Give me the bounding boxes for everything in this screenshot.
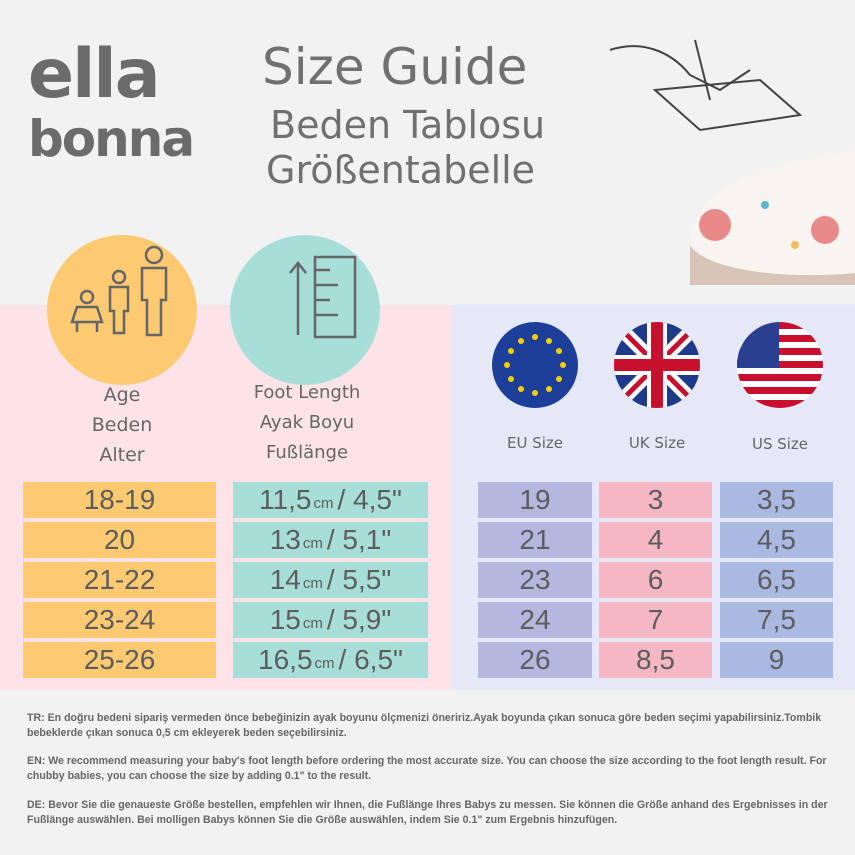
slash: / bbox=[337, 484, 346, 515]
title-en: Size Guide bbox=[262, 38, 528, 96]
age-value: 21-22 bbox=[83, 564, 156, 595]
uk-size-cell: 3 bbox=[599, 482, 712, 518]
eu-size-cell: 23 bbox=[478, 562, 592, 598]
note-de: DE: Bevor Sie die genaueste Größe bestel… bbox=[27, 799, 828, 826]
cm-value: 13 bbox=[269, 524, 301, 555]
age-value: 25-26 bbox=[83, 644, 156, 675]
uk-value: 4 bbox=[647, 524, 664, 555]
us-flag-icon bbox=[737, 322, 823, 408]
age-cell: 25-26 bbox=[23, 642, 216, 678]
us-value: 9 bbox=[768, 644, 785, 675]
age-circle bbox=[47, 235, 197, 385]
foot-header: Foot Length Ayak Boyu Fußlänge bbox=[207, 378, 407, 468]
eu-value: 21 bbox=[519, 524, 551, 555]
age-cell: 21-22 bbox=[23, 562, 216, 598]
logo-bonna: bonna bbox=[28, 110, 195, 168]
uk-flag-icon bbox=[614, 322, 700, 408]
age-header-de: Alter bbox=[99, 444, 145, 466]
inch-value: 4,5" bbox=[353, 484, 402, 515]
us-size-cell: 3,5 bbox=[720, 482, 833, 518]
us-value: 3,5 bbox=[757, 484, 796, 515]
eu-value: 19 bbox=[519, 484, 551, 515]
foot-length-cell: 16,5 cm/ 6,5" bbox=[233, 642, 428, 678]
inch-value: 5,5" bbox=[342, 564, 392, 595]
cm-unit: cm bbox=[302, 535, 323, 552]
age-cell: 23-24 bbox=[23, 602, 216, 638]
eu-size-cell: 26 bbox=[478, 642, 592, 678]
slash: / bbox=[338, 644, 347, 675]
us-size-cell: 6,5 bbox=[720, 562, 833, 598]
shoe-image bbox=[690, 150, 855, 285]
uk-value: 3 bbox=[647, 484, 664, 515]
uk-size-header: UK Size bbox=[628, 434, 686, 452]
us-value: 4,5 bbox=[757, 524, 796, 555]
eu-size-cell: 24 bbox=[478, 602, 592, 638]
age-header-en: Age bbox=[103, 384, 141, 406]
cm-value: 15 bbox=[269, 604, 301, 635]
age-header: Age Beden Alter bbox=[22, 380, 222, 470]
cm-unit: cm bbox=[314, 655, 335, 672]
cm-value: 11,5 bbox=[259, 484, 312, 515]
uk-size-cell: 7 bbox=[599, 602, 712, 638]
slash: / bbox=[326, 524, 335, 555]
uk-value: 8,5 bbox=[636, 644, 675, 675]
eu-size-cell: 21 bbox=[478, 522, 592, 558]
foot-measure-illustration bbox=[609, 39, 803, 132]
foot-length-circle bbox=[230, 235, 380, 385]
slash: / bbox=[326, 564, 335, 595]
eu-size-header: EU Size bbox=[506, 434, 563, 452]
cm-unit: cm bbox=[302, 615, 323, 632]
inch-value: 5,9" bbox=[342, 604, 392, 635]
ruler-icon bbox=[289, 255, 357, 339]
eu-value: 26 bbox=[519, 644, 551, 675]
note-en: EN: We recommend measuring your baby's f… bbox=[27, 755, 827, 782]
inch-value: 5,1" bbox=[342, 524, 392, 555]
age-cell: 18-19 bbox=[23, 482, 216, 518]
foot-header-de: Fußlänge bbox=[265, 442, 349, 463]
cm-value: 14 bbox=[269, 564, 301, 595]
age-value: 23-24 bbox=[83, 604, 156, 635]
age-header-tr: Beden bbox=[91, 414, 153, 436]
uk-size-cell: 6 bbox=[599, 562, 712, 598]
eu-value: 23 bbox=[519, 564, 551, 595]
age-value: 20 bbox=[103, 524, 136, 555]
uk-size-cell: 4 bbox=[599, 522, 712, 558]
eu-size-cell: 19 bbox=[478, 482, 592, 518]
foot-length-cell: 14 cm/ 5,5" bbox=[233, 562, 428, 598]
logo-ella: ella bbox=[28, 35, 161, 114]
us-size-cell: 4,5 bbox=[720, 522, 833, 558]
us-value: 6,5 bbox=[757, 564, 796, 595]
title-de: Größentabelle bbox=[266, 148, 536, 192]
us-size-cell: 7,5 bbox=[720, 602, 833, 638]
foot-header-tr: Ayak Boyu bbox=[259, 412, 355, 433]
uk-value: 6 bbox=[647, 564, 664, 595]
family-icon bbox=[70, 245, 168, 337]
note-tr: TR: En doğru bedeni sipariş vermeden önc… bbox=[27, 712, 822, 739]
slash: / bbox=[326, 604, 335, 635]
foot-length-cell: 11,5 cm/ 4,5" bbox=[233, 482, 428, 518]
age-cell: 20 bbox=[23, 522, 216, 558]
foot-length-cell: 15 cm/ 5,9" bbox=[233, 602, 428, 638]
cm-unit: cm bbox=[313, 495, 334, 512]
foot-length-cell: 13 cm/ 5,1" bbox=[233, 522, 428, 558]
age-value: 18-19 bbox=[83, 484, 156, 515]
eu-value: 24 bbox=[519, 604, 551, 635]
title-tr: Beden Tablosu bbox=[270, 103, 546, 147]
uk-value: 7 bbox=[647, 604, 664, 635]
eu-flag-icon bbox=[492, 322, 578, 408]
foot-header-en: Foot Length bbox=[253, 382, 361, 403]
cm-value: 16,5 bbox=[258, 644, 313, 675]
us-value: 7,5 bbox=[757, 604, 796, 635]
us-size-header: US Size bbox=[751, 435, 809, 453]
uk-size-cell: 8,5 bbox=[599, 642, 712, 678]
us-size-cell: 9 bbox=[720, 642, 833, 678]
cm-unit: cm bbox=[302, 575, 323, 592]
inch-value: 6,5" bbox=[354, 644, 403, 675]
